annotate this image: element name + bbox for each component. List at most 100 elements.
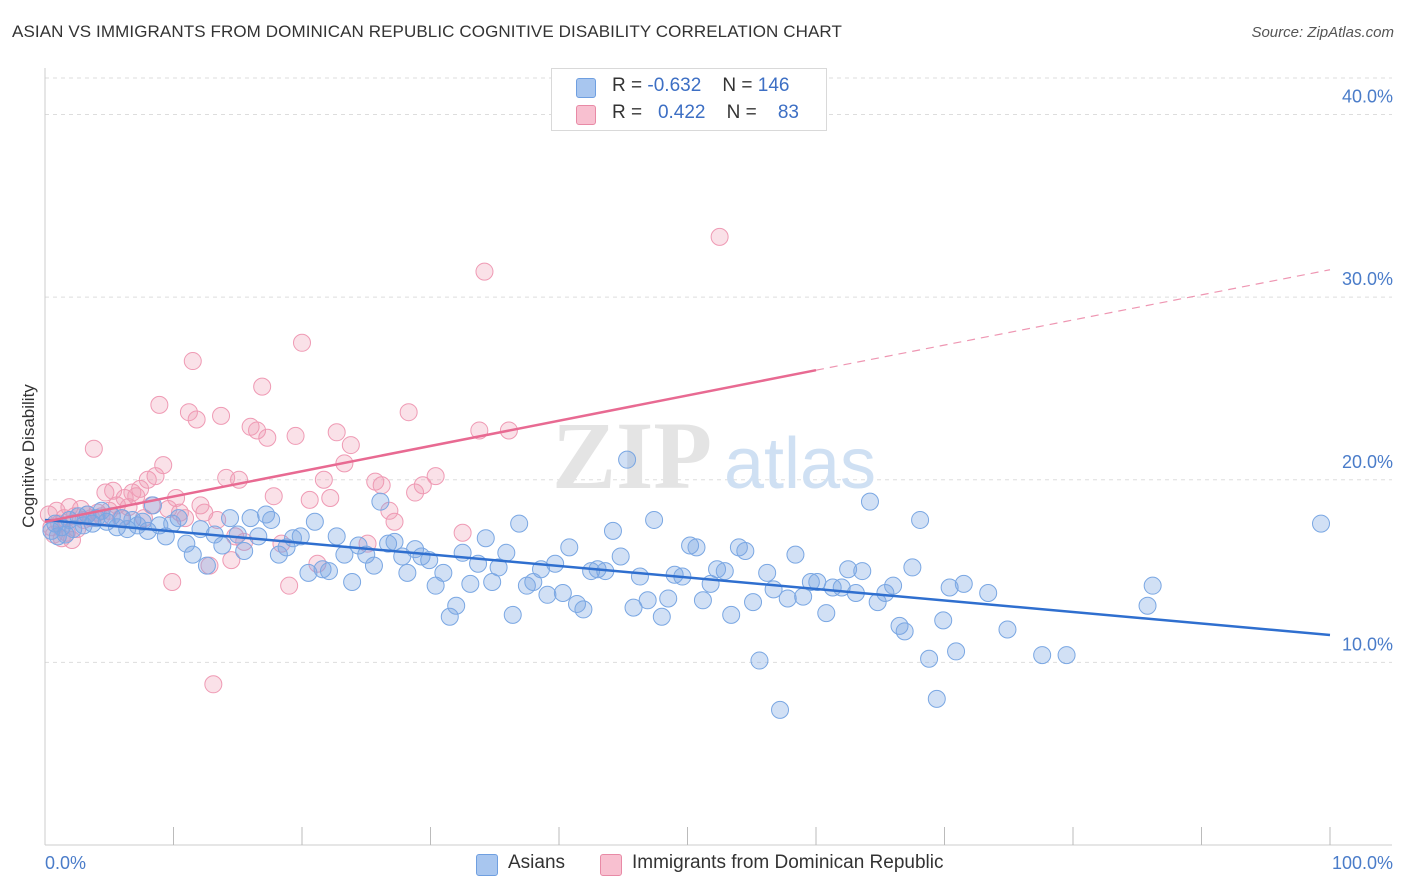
dominican-point xyxy=(272,534,291,553)
asian-point xyxy=(708,560,727,579)
asian-point xyxy=(560,538,579,557)
asian-point xyxy=(954,574,973,593)
asian-point xyxy=(817,604,836,623)
legend-r-value-dominican: 0.422 xyxy=(657,102,706,123)
asian-point xyxy=(645,510,664,529)
asians-trend-line xyxy=(44,518,1331,637)
dominican-point xyxy=(60,498,79,517)
asian-point xyxy=(1057,646,1076,665)
trend-lines xyxy=(44,269,1331,637)
dominican-point xyxy=(380,501,399,520)
asian-point xyxy=(927,689,946,708)
watermark-atlas: atlas xyxy=(724,424,876,504)
dominican-point xyxy=(406,483,425,502)
asian-point xyxy=(510,514,529,533)
legend-n-label: N = xyxy=(726,102,757,123)
asian-point xyxy=(313,560,332,579)
asian-point xyxy=(934,611,953,630)
dominican-point xyxy=(293,333,311,352)
dominican-point xyxy=(96,483,115,502)
dominican-trend-line xyxy=(44,368,817,523)
dominican-point xyxy=(104,481,123,500)
stats-legend: R = -0.632 N = 146 R = 0.422 N = 83 xyxy=(551,68,827,131)
asian-point xyxy=(801,573,820,592)
asian-point xyxy=(476,529,495,548)
watermark-zip: ZIP xyxy=(552,402,712,509)
asian-point xyxy=(1143,576,1162,595)
asian-point xyxy=(249,527,268,546)
bottom-legend-swatch-dominican xyxy=(600,854,622,876)
dominican-point xyxy=(314,470,333,489)
dominican-point xyxy=(300,490,319,509)
tick-labels: 10.0% 20.0% 30.0% 40.0% 0.0% 100.0% xyxy=(45,87,1393,873)
asian-point xyxy=(618,450,637,469)
dominican-point xyxy=(710,227,729,246)
asian-point xyxy=(722,605,741,624)
asian-point xyxy=(582,562,601,581)
asian-point xyxy=(489,558,508,577)
asian-point xyxy=(744,593,763,612)
asian-point xyxy=(269,545,288,564)
dominican-point xyxy=(187,410,206,429)
asian-point xyxy=(687,538,706,557)
asian-point xyxy=(911,510,930,529)
dominican-point xyxy=(204,675,223,694)
legend-n-value-asians: 146 xyxy=(757,75,790,96)
asian-point xyxy=(434,563,453,582)
asian-point xyxy=(1312,514,1331,533)
legend-n-value-dominican: 83 xyxy=(777,102,799,123)
bottom-legend-label-dominican: Immigrants from Dominican Republic xyxy=(632,852,944,873)
asian-point xyxy=(497,543,516,562)
asian-point xyxy=(652,607,671,626)
asian-point xyxy=(853,562,872,581)
asian-point xyxy=(890,616,909,635)
asian-point xyxy=(299,563,318,582)
dominican-point xyxy=(280,576,299,595)
dominican-point xyxy=(426,467,445,486)
asian-point xyxy=(503,605,522,624)
legend-row-asians: R = -0.632 N = 146 xyxy=(576,75,789,99)
asian-point xyxy=(736,541,755,560)
dominican-point xyxy=(131,479,150,498)
dominican-point xyxy=(183,352,202,371)
asian-point xyxy=(197,556,216,575)
asian-point xyxy=(884,576,903,595)
asian-point xyxy=(553,583,572,602)
asian-point xyxy=(603,521,622,540)
asian-point xyxy=(349,536,368,555)
dominican-point xyxy=(372,476,391,495)
dominican-point xyxy=(222,551,241,570)
asian-point xyxy=(343,573,362,592)
asian-point xyxy=(681,536,700,555)
asian-point xyxy=(291,527,310,546)
dominican-point xyxy=(399,403,418,422)
legend-n-label: N = xyxy=(722,75,753,96)
dominican-trend-extension xyxy=(815,269,1331,371)
asian-point xyxy=(221,509,240,528)
dominican-point xyxy=(154,456,173,475)
asian-point xyxy=(750,651,769,670)
legend-row-dominican: R = 0.422 N = 83 xyxy=(576,102,799,126)
dominican-point xyxy=(258,428,277,447)
asian-point xyxy=(364,556,383,575)
asian-point xyxy=(786,545,805,564)
bottom-legend-swatch-asians xyxy=(476,854,498,876)
asian-point xyxy=(398,563,417,582)
y-tick-label: 30.0% xyxy=(1342,269,1393,289)
y-tick-label: 20.0% xyxy=(1342,452,1393,472)
asian-point xyxy=(758,563,777,582)
dominican-point xyxy=(264,487,283,506)
asian-point xyxy=(213,536,232,555)
asian-point xyxy=(574,600,593,619)
asian-point xyxy=(319,562,338,581)
asian-point xyxy=(183,545,202,564)
asian-point xyxy=(624,598,643,617)
axes xyxy=(44,68,1392,846)
chart-title: ASIAN VS IMMIGRANTS FROM DOMINICAN REPUB… xyxy=(12,22,842,41)
y-tick-label: 40.0% xyxy=(1342,87,1393,107)
asian-point xyxy=(940,578,959,597)
asian-point xyxy=(659,589,678,608)
asian-point xyxy=(1033,646,1052,665)
series-asians-points xyxy=(42,450,1331,719)
